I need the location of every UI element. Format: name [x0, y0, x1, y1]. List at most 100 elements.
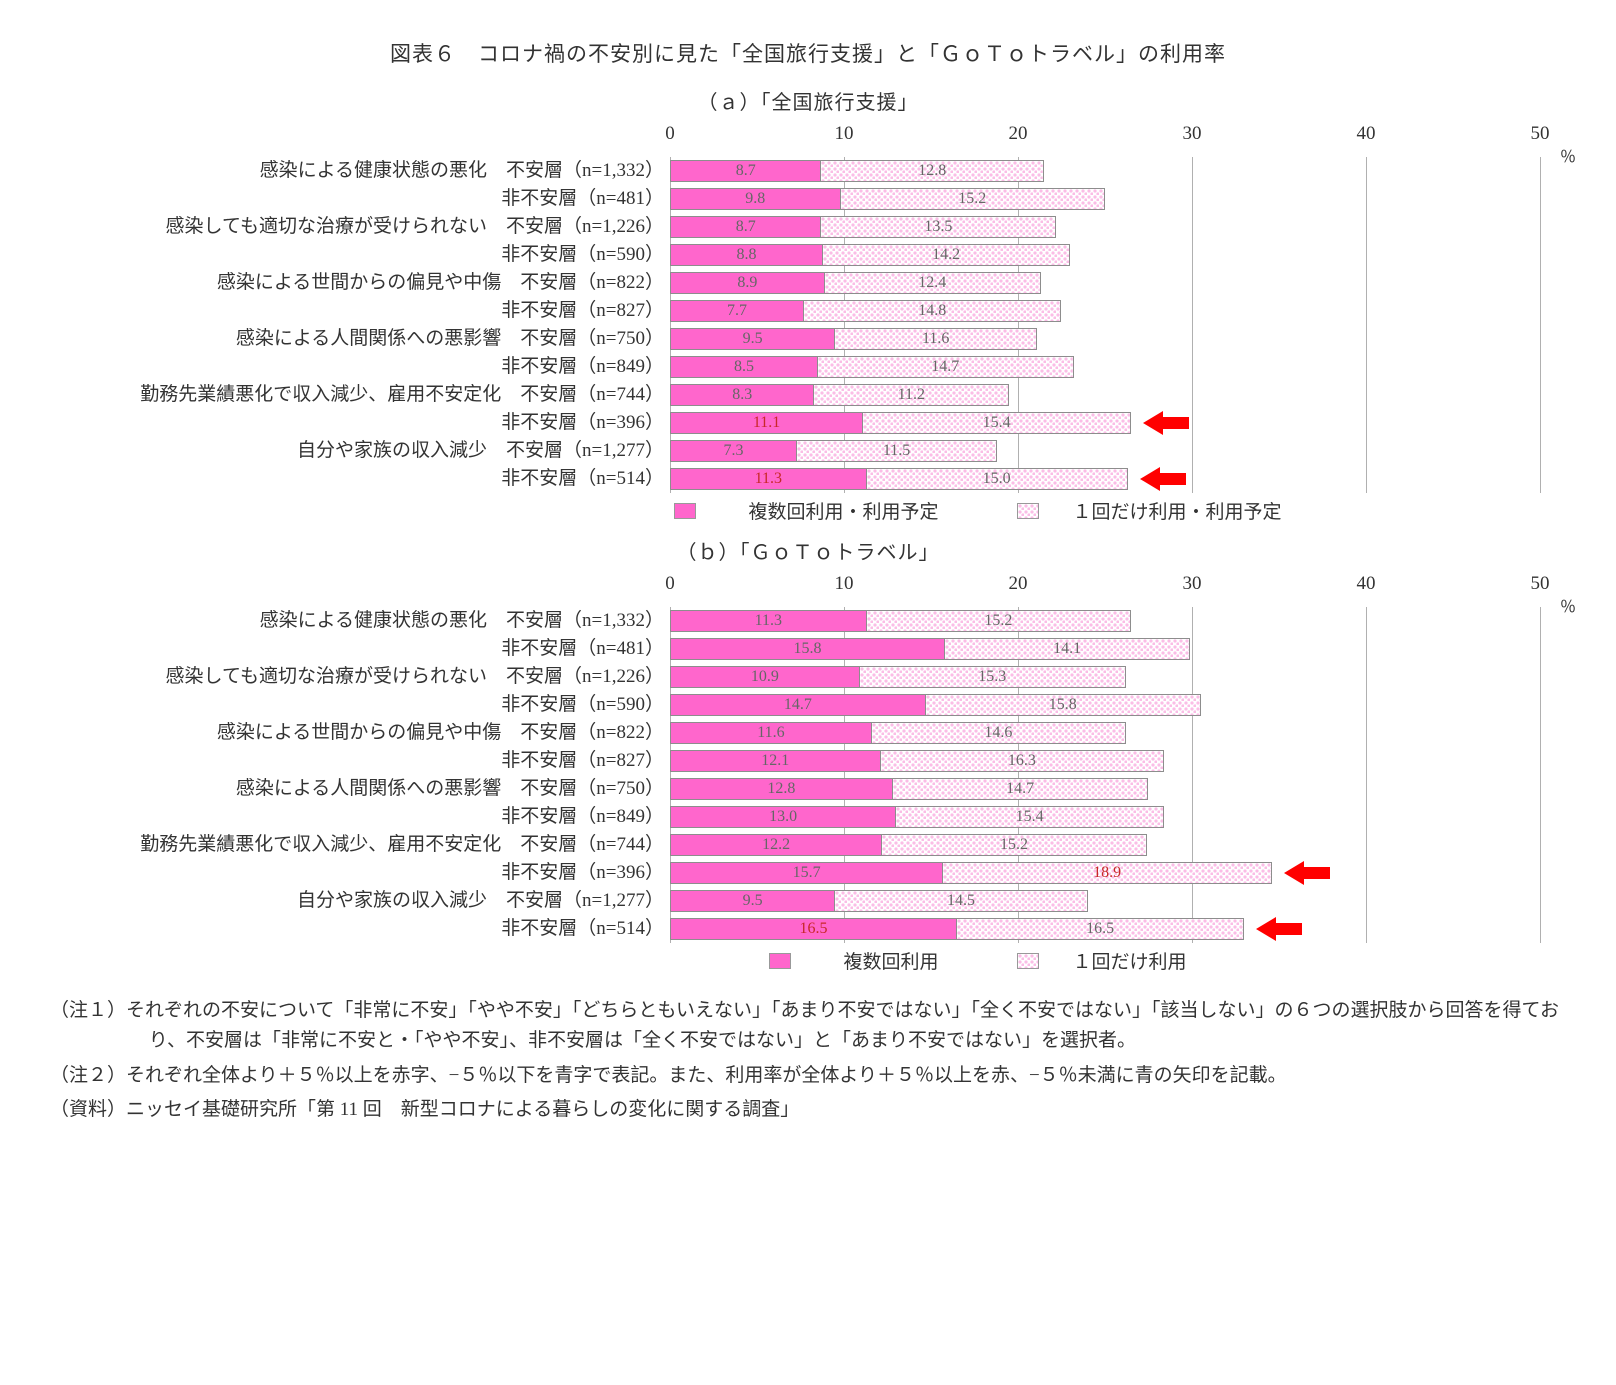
- row-label: 感染による世間からの偏見や中傷 不安層（n=822）: [40, 269, 670, 297]
- axis-tick: 10: [835, 573, 854, 595]
- bar-segment-single: 11.5: [797, 440, 997, 462]
- bar-segment-single: 12.4: [825, 272, 1041, 294]
- bar-segment-single: 15.3: [860, 666, 1126, 688]
- bar-value: 8.7: [736, 218, 756, 236]
- bar-segment-multi: 15.8: [670, 638, 945, 660]
- bar-value: 8.9: [737, 274, 757, 292]
- row-label: 非不安層（n=396）: [40, 409, 670, 437]
- row-label: 感染による世間からの偏見や中傷 不安層（n=822）: [40, 719, 670, 747]
- bar-segment-multi: 11.3: [670, 610, 867, 632]
- legend: 複数回利用 １回だけ利用: [40, 943, 1576, 980]
- footnote: （注１）それぞれの不安について「非常に不安」「やや不安」「どちらともいえない」「…: [50, 996, 1566, 1057]
- row-label: 非不安層（n=514）: [40, 465, 670, 493]
- bar-row: 8.712.8: [670, 157, 1576, 185]
- bar-value: 11.6: [922, 330, 949, 348]
- axis-tick: 10: [835, 123, 854, 145]
- bar-value: 12.1: [761, 752, 789, 770]
- bar-value: 15.8: [1049, 696, 1077, 714]
- bar-segment-single: 16.5: [957, 918, 1244, 940]
- bar-value: 15.7: [793, 864, 821, 882]
- row-label: 感染しても適切な治療が受けられない 不安層（n=1,226）: [40, 663, 670, 691]
- bar-row: 16.516.5: [670, 915, 1576, 943]
- legend: 複数回利用・利用予定１回だけ利用・利用予定: [40, 493, 1576, 530]
- bar-segment-single: 15.0: [867, 468, 1128, 490]
- bar-segment-single: 14.1: [945, 638, 1190, 660]
- legend-label: 複数回利用: [843, 947, 938, 974]
- bar-segment-single: 14.6: [872, 722, 1126, 744]
- row-label: 非不安層（n=514）: [40, 915, 670, 943]
- bar-row: 9.8 15.2: [670, 185, 1576, 213]
- panel-subtitle: （ｂ）「ＧｏＴｏトラベル」: [40, 530, 1576, 567]
- bar-row: 12.814.7: [670, 775, 1576, 803]
- row-label: 非不安層（n=481）: [40, 185, 670, 213]
- bar-value: 16.5: [1086, 920, 1114, 938]
- row-label: 非不安層（n=481）: [40, 635, 670, 663]
- footnote: （資料）ニッセイ基礎研究所「第 11 回 新型コロナによる暮らしの変化に関する調…: [50, 1095, 1566, 1125]
- bar-segment-multi: 11.1: [670, 412, 863, 434]
- row-label: 感染による人間関係への悪影響 不安層（n=750）: [40, 325, 670, 353]
- figure-notes: （注１）それぞれの不安について「非常に不安」「やや不安」「どちらともいえない」「…: [40, 980, 1576, 1126]
- row-label: 感染による健康状態の悪化 不安層（n=1,332）: [40, 157, 670, 185]
- bar-segment-multi: 8.8: [670, 244, 823, 266]
- bar-segment-multi: 8.3: [670, 384, 814, 406]
- bar-value: 14.7: [784, 696, 812, 714]
- bar-segment-single: 15.4: [896, 806, 1164, 828]
- bar-value: 15.2: [958, 190, 986, 208]
- bar-segment-multi: 9.8: [670, 188, 841, 210]
- axis-tick: 20: [1009, 123, 1028, 145]
- bar-value: 18.9: [1093, 864, 1121, 882]
- bar-value: 14.1: [1053, 640, 1081, 658]
- row-label: 勤務先業績悪化で収入減少、雇用不安定化 不安層（n=744）: [40, 831, 670, 859]
- bar-row: 9.5 11.6: [670, 325, 1576, 353]
- legend-label: １回だけ利用: [1073, 947, 1187, 974]
- bar-row: 8.814.2: [670, 241, 1576, 269]
- bar-value: 7.7: [727, 302, 747, 320]
- row-label: 自分や家族の収入減少 不安層（n=1,277）: [40, 887, 670, 915]
- bar-value: 9.5: [743, 330, 763, 348]
- bar-value: 15.2: [1000, 836, 1028, 854]
- figure-title: 図表６ コロナ禍の不安別に見た「全国旅行支援」と「ＧｏＴｏトラベル」の利用率: [40, 20, 1576, 80]
- footnote: （注２）それぞれ全体より＋５％以上を赤字、−５％以下を青字で表記。また、利用率が…: [50, 1061, 1566, 1091]
- bar-value: 16.3: [1008, 752, 1036, 770]
- bar-segment-multi: 10.9: [670, 666, 860, 688]
- bar-segment-single: 12.8: [821, 160, 1044, 182]
- bar-value: 15.0: [983, 470, 1011, 488]
- bar-segment-single: 11.6: [835, 328, 1037, 350]
- row-label: 非不安層（n=396）: [40, 859, 670, 887]
- bar-segment-multi: 14.7: [670, 694, 926, 716]
- axis-tick: 0: [665, 573, 675, 595]
- bar-segment-single: 18.9: [943, 862, 1272, 884]
- bar-value: 15.3: [978, 668, 1006, 686]
- bar-value: 8.5: [734, 358, 754, 376]
- bar-value: 14.8: [918, 302, 946, 320]
- bar-segment-single: 16.3: [881, 750, 1165, 772]
- panel-subtitle: （ａ）「全国旅行支援」: [40, 80, 1576, 117]
- bar-value: 9.8: [745, 190, 765, 208]
- bar-segment-multi: 9.5: [670, 328, 835, 350]
- row-label: 非不安層（n=827）: [40, 297, 670, 325]
- bar-segment-single: 15.2: [882, 834, 1146, 856]
- bar-value: 8.3: [732, 386, 752, 404]
- axis-tick: 30: [1183, 123, 1202, 145]
- bar-row: 7.7 14.8: [670, 297, 1576, 325]
- row-label: 非不安層（n=827）: [40, 747, 670, 775]
- bar-segment-multi: 11.6: [670, 722, 872, 744]
- bar-row: 12.1 16.3: [670, 747, 1576, 775]
- row-label: 感染による健康状態の悪化 不安層（n=1,332）: [40, 607, 670, 635]
- highlight-arrow-icon: [1143, 410, 1189, 436]
- legend-swatch: [674, 503, 696, 519]
- row-label: 自分や家族の収入減少 不安層（n=1,277）: [40, 437, 670, 465]
- bar-segment-single: 15.4: [863, 412, 1131, 434]
- bar-segment-multi: 7.3: [670, 440, 797, 462]
- bar-segment-single: 15.8: [926, 694, 1201, 716]
- axis-tick: 20: [1009, 573, 1028, 595]
- bar-segment-single: 14.8: [804, 300, 1062, 322]
- bar-value: 11.2: [898, 386, 925, 404]
- bar-segment-multi: 12.8: [670, 778, 893, 800]
- axis-tick: 50: [1531, 573, 1550, 595]
- bar-value: 13.0: [769, 808, 797, 826]
- axis-tick: 0: [665, 123, 675, 145]
- bar-row: 11.315.2: [670, 607, 1576, 635]
- legend-label: １回だけ利用・利用予定: [1073, 497, 1282, 524]
- bar-value: 9.5: [743, 892, 763, 910]
